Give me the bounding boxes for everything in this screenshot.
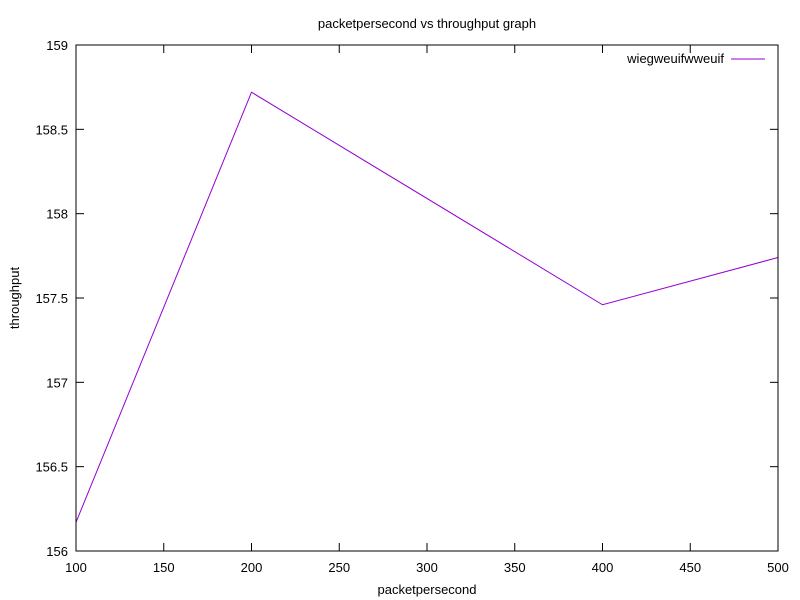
x-tick-label: 200 (241, 560, 263, 575)
x-axis-label: packetpersecond (377, 582, 476, 597)
x-tick-label: 150 (153, 560, 175, 575)
plot-border (75, 44, 779, 552)
x-tick-label: 400 (592, 560, 614, 575)
x-tick-label: 100 (65, 560, 87, 575)
series-line (75, 91, 779, 523)
y-tick-label: 156.5 (35, 460, 68, 475)
y-tick-label: 159 (46, 38, 68, 53)
legend: wiegweuifwweuif (626, 51, 765, 66)
x-tick-label: 300 (416, 560, 438, 575)
y-tick-label: 158 (46, 207, 68, 222)
x-tick-label: 500 (767, 560, 789, 575)
legend-label: wiegweuifwweuif (626, 51, 724, 66)
x-tick-label: 350 (504, 560, 526, 575)
chart-title: packetpersecond vs throughput graph (318, 16, 536, 31)
series-group (75, 91, 779, 523)
x-tick-label: 450 (679, 560, 701, 575)
x-tick-label: 250 (328, 560, 350, 575)
y-axis-label: throughput (7, 267, 22, 330)
axis-ticks: 100 150 200 250 300 350 400 450 500 156 156.5 157 15… (35, 38, 788, 575)
y-tick-label: 157.5 (35, 291, 68, 306)
y-tick-label: 156 (46, 544, 68, 559)
y-tick-label: 158.5 (35, 122, 68, 137)
y-tick-label: 157 (46, 375, 68, 390)
